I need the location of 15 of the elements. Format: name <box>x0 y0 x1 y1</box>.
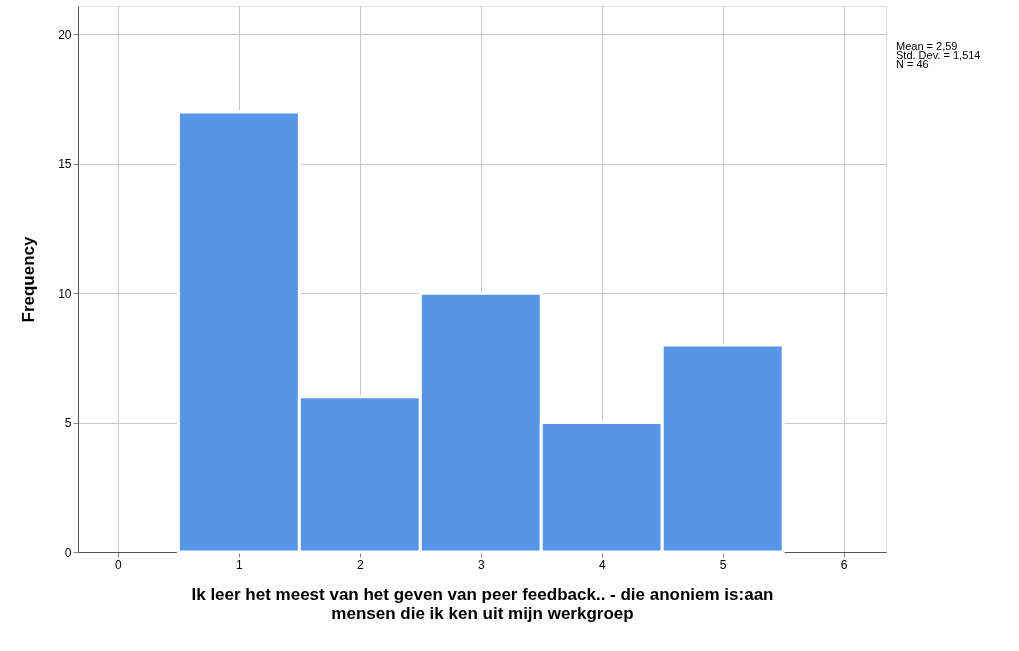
y-tick-label: 15 <box>58 157 72 172</box>
x-tick-label: 4 <box>598 557 606 572</box>
x-tick-label: 1 <box>236 557 244 572</box>
y-tick-label: 5 <box>64 416 72 431</box>
x-tick-label: 6 <box>840 557 848 572</box>
x-tick-label: 2 <box>356 557 364 572</box>
y-axis-title: Frequency <box>19 235 39 323</box>
y-tick-label: 20 <box>58 27 72 42</box>
y-tick-label: 0 <box>64 545 72 560</box>
y-tick-label: 10 <box>58 286 72 301</box>
x-tick-label: 3 <box>477 557 485 572</box>
x-tick-label: 0 <box>115 557 123 572</box>
text: N = 46 <box>896 58 929 71</box>
x-axis-title: Ik leer het meest van het geven van peer feedback.. - die anoniem is:aan mensen die ik ken uit mijn werkgroep <box>191 584 774 623</box>
x-tick-label: 5 <box>719 557 727 572</box>
